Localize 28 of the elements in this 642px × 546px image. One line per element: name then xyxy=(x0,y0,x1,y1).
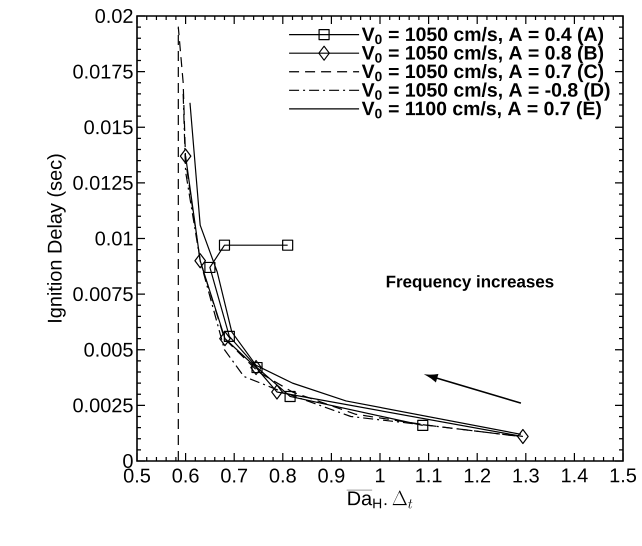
y-tick-label: 0.005 xyxy=(84,342,133,357)
x-tick-label: 1 xyxy=(376,468,385,482)
legend-label: V$_{0}$ = 1100 cm/s, A = 0.7 (E) xyxy=(362,101,601,120)
x-tick-label: 0.6 xyxy=(172,468,199,483)
x-axis-title: $\overline{\mathrm{Da}}_{\mathrm{H}}.\,\Delta_{t}$ xyxy=(346,490,412,508)
legend-label: V$_{0}$ = 1050 cm/s, A = -0.8 (D) xyxy=(362,82,610,101)
x-tick-label: 1.2 xyxy=(464,468,490,482)
y-tick-label: 0.0175 xyxy=(73,64,133,79)
y-tick-label: 0 xyxy=(123,454,133,468)
y-tick-label: 0.02 xyxy=(95,8,132,24)
x-tick-label: 1.3 xyxy=(513,468,539,483)
legend-label: V$_{0}$ = 1050 cm/s, A = 0.7 (C) xyxy=(362,64,604,82)
y-tick-label: 0.015 xyxy=(84,120,133,134)
x-tick-label: 1.1 xyxy=(416,468,442,482)
y-tick-label: 0.0025 xyxy=(73,398,133,412)
x-tick-label: 0.7 xyxy=(221,468,248,483)
x-tick-label: 0.5 xyxy=(124,468,150,483)
annotation: Frequency increases xyxy=(386,275,554,291)
y-tick-label: 0.0075 xyxy=(73,287,133,302)
y-tick-label: 0.01 xyxy=(95,231,133,246)
x-tick-label: 1.5 xyxy=(610,468,636,482)
y-axis-title: Ignition Delay (sec) xyxy=(47,154,66,322)
x-tick-label: 0.9 xyxy=(318,468,344,483)
x-tick-label: 1.4 xyxy=(562,468,588,482)
x-tick-label: 0.8 xyxy=(270,468,296,483)
legend-label: V$_{0}$ = 1050 cm/s, A = 0.8 (B) xyxy=(362,45,604,64)
y-tick-label: 0.0125 xyxy=(73,176,133,190)
legend-label: V$_{0}$ = 1050 cm/s, A = 0.4 (A) xyxy=(362,26,604,45)
